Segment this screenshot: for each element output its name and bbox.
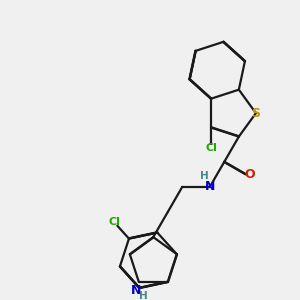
Text: S: S [251,106,260,120]
Text: Cl: Cl [205,143,217,153]
Text: N: N [131,284,141,297]
Text: Cl: Cl [109,218,120,227]
Text: O: O [245,168,255,181]
Text: H: H [139,291,148,300]
Text: H: H [200,171,208,181]
Text: N: N [205,180,215,194]
